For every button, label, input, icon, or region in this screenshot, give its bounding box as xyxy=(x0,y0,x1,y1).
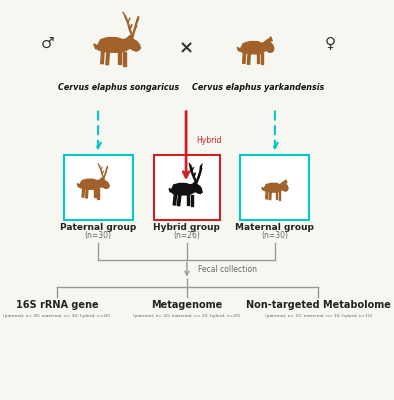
Polygon shape xyxy=(171,182,202,195)
Polygon shape xyxy=(123,52,126,66)
Polygon shape xyxy=(260,53,263,64)
Text: (paternal, n= 10; maternal, n= 10; hybrid, n=10): (paternal, n= 10; maternal, n= 10; hybri… xyxy=(265,314,372,318)
Polygon shape xyxy=(194,183,202,194)
Polygon shape xyxy=(239,40,273,54)
Polygon shape xyxy=(247,53,251,64)
Polygon shape xyxy=(243,52,246,63)
FancyBboxPatch shape xyxy=(240,155,309,220)
Text: Non-targeted Metabolome: Non-targeted Metabolome xyxy=(246,300,391,310)
Polygon shape xyxy=(268,37,272,42)
Polygon shape xyxy=(94,189,96,197)
Polygon shape xyxy=(173,194,177,205)
Polygon shape xyxy=(265,40,274,52)
Polygon shape xyxy=(102,178,109,188)
Polygon shape xyxy=(187,195,189,205)
Text: Cervus elaphus songaricus: Cervus elaphus songaricus xyxy=(58,83,179,92)
Polygon shape xyxy=(130,36,140,51)
Polygon shape xyxy=(78,178,108,189)
Text: (paternal, n= 20; maternal, n= 20; hybrid, n=20): (paternal, n= 20; maternal, n= 20; hybri… xyxy=(133,314,241,318)
Polygon shape xyxy=(94,44,97,49)
Text: Hybrid group: Hybrid group xyxy=(153,223,220,232)
Polygon shape xyxy=(101,51,104,64)
Polygon shape xyxy=(95,36,139,52)
Polygon shape xyxy=(266,191,268,199)
Polygon shape xyxy=(256,53,259,63)
Text: Paternal group: Paternal group xyxy=(60,223,136,232)
Text: (paternal, n= 30; maternal, n= 30; hybrid, n=26): (paternal, n= 30; maternal, n= 30; hybri… xyxy=(3,314,111,318)
Text: (n=30): (n=30) xyxy=(85,231,112,240)
Text: Hybrid: Hybrid xyxy=(196,136,221,145)
Polygon shape xyxy=(97,189,99,198)
Polygon shape xyxy=(177,195,181,206)
Text: Fecal collection: Fecal collection xyxy=(199,265,257,274)
Text: Cervus elaphus yarkandensis: Cervus elaphus yarkandensis xyxy=(192,83,325,92)
Text: 16S rRNA gene: 16S rRNA gene xyxy=(16,300,98,310)
Polygon shape xyxy=(284,180,287,183)
Polygon shape xyxy=(85,189,88,198)
Text: (n=30): (n=30) xyxy=(261,231,288,240)
Polygon shape xyxy=(262,187,264,190)
Text: Metagenome: Metagenome xyxy=(151,300,223,310)
Polygon shape xyxy=(279,192,280,200)
Polygon shape xyxy=(118,52,121,64)
Polygon shape xyxy=(282,182,288,191)
Polygon shape xyxy=(169,188,171,192)
Polygon shape xyxy=(191,195,193,206)
FancyBboxPatch shape xyxy=(63,155,133,220)
Polygon shape xyxy=(276,192,277,199)
Text: Maternal group: Maternal group xyxy=(236,223,314,232)
Polygon shape xyxy=(269,192,271,200)
FancyBboxPatch shape xyxy=(154,155,220,220)
Text: (n=26): (n=26) xyxy=(173,231,200,240)
Text: ×: × xyxy=(178,39,193,57)
Text: ♀: ♀ xyxy=(324,36,336,50)
Polygon shape xyxy=(82,188,84,197)
Polygon shape xyxy=(77,184,80,187)
Polygon shape xyxy=(106,52,110,65)
Text: ♂: ♂ xyxy=(40,36,54,50)
Polygon shape xyxy=(237,47,240,51)
Polygon shape xyxy=(263,182,288,192)
